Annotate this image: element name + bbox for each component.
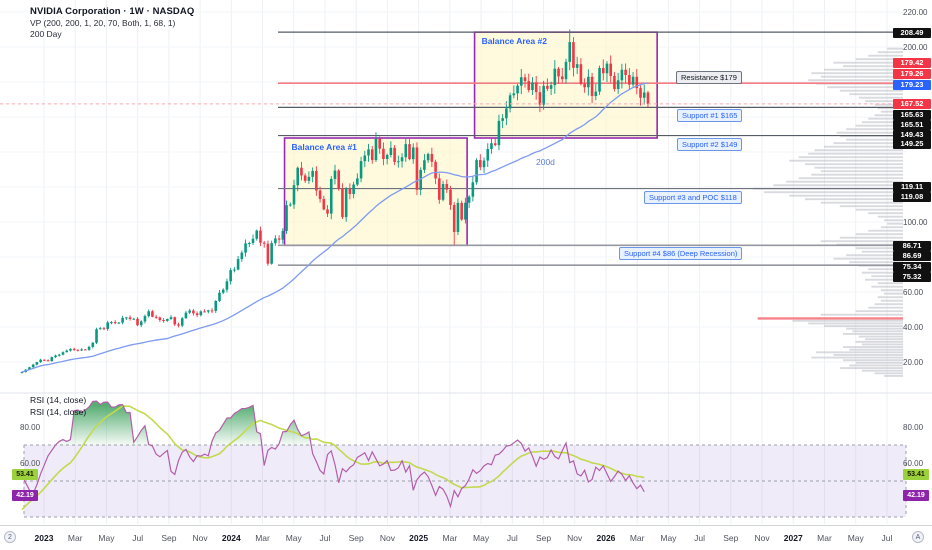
price-tick: 100.00 xyxy=(903,217,928,227)
price-badge: 75.34 xyxy=(893,262,931,272)
price-tick: 60.00 xyxy=(903,287,924,297)
price-badge: 149.43 xyxy=(893,130,931,140)
price-badge: 167.52 xyxy=(893,99,931,109)
time-axis-label: Jul xyxy=(319,533,331,543)
time-axis-label: Mar xyxy=(817,533,832,543)
price-badge: 179.42 xyxy=(893,58,931,68)
time-axis-label: Nov xyxy=(192,533,208,543)
ma-200d-line xyxy=(21,82,649,373)
time-axis-label: 2027 xyxy=(783,533,803,543)
time-axis-label: Jul xyxy=(132,533,144,543)
price-badge: 165.51 xyxy=(893,120,931,130)
rsi-badge-left: 53.41 xyxy=(12,469,38,481)
rsi-indicator-label-1[interactable]: RSI (14, close) xyxy=(30,395,87,405)
price-badge: 165.63 xyxy=(893,110,931,120)
balance-area-1-label[interactable]: Balance Area #1 xyxy=(291,142,357,152)
time-axis-label: Jul xyxy=(694,533,706,543)
time-axis-left-marker[interactable]: 2 xyxy=(4,531,16,543)
time-axis-label: Nov xyxy=(379,533,395,543)
time-axis-label: Mar xyxy=(255,533,270,543)
balance-boxes-layer xyxy=(283,31,658,247)
rsi-tick-right: 60.00 xyxy=(903,458,924,468)
rsi-badge-right: 53.41 xyxy=(903,469,929,481)
support-3-label[interactable]: Support #3 and POC $118 xyxy=(644,190,742,204)
price-badge: 75.32 xyxy=(893,272,931,282)
rsi-tick-left: 60.00 xyxy=(20,458,41,468)
price-badge: 208.49 xyxy=(893,28,931,38)
time-axis-label: Sep xyxy=(723,533,739,543)
support-2-label[interactable]: Support #2 $149 xyxy=(677,137,743,151)
time-axis-label: 2026 xyxy=(596,533,616,543)
time-axis-label: Jul xyxy=(506,533,518,543)
time-axis-label: Sep xyxy=(348,533,364,543)
time-axis-right-marker[interactable]: A xyxy=(912,531,924,543)
rsi-badge-right: 42.19 xyxy=(903,489,929,501)
chart-legend: NVIDIA Corporation · 1W · NASDAQ VP (200… xyxy=(30,6,194,39)
rsi-ma-line xyxy=(21,405,645,511)
rsi-tick-right: 80.00 xyxy=(903,422,924,432)
price-badge: 179.23 xyxy=(893,80,931,90)
balance-area-2-label[interactable]: Balance Area #2 xyxy=(481,36,547,47)
price-badge: 119.08 xyxy=(893,192,931,202)
rsi-badge-left: 42.19 xyxy=(12,489,38,501)
time-axis-label: Nov xyxy=(567,533,583,543)
time-axis-label: Mar xyxy=(67,533,83,543)
time-axis-label: May xyxy=(847,533,864,543)
price-tick: 220.00 xyxy=(903,7,928,17)
rsi-line xyxy=(21,400,645,509)
rsi-indicator-label-2[interactable]: RSI (14, close) xyxy=(30,407,87,417)
time-axis-label: May xyxy=(660,533,677,543)
support-4-label[interactable]: Support #4 $86 (Deep Recession) xyxy=(619,247,743,261)
time-axis-label: 2023 xyxy=(34,533,54,543)
price-badge: 149.25 xyxy=(893,139,931,149)
time-axis-label: Sep xyxy=(535,533,552,543)
grid-layer xyxy=(0,0,906,524)
time-axis-label: May xyxy=(98,533,115,543)
price-badge: 86.71 xyxy=(893,241,931,251)
time-axis-label: May xyxy=(285,533,302,543)
volume-profile-layer xyxy=(752,47,903,377)
symbol-title[interactable]: NVIDIA Corporation · 1W · NASDAQ xyxy=(30,6,195,17)
resistance-label[interactable]: Resistance $179 xyxy=(676,71,742,85)
time-axis-label: Nov xyxy=(754,533,770,543)
time-axis-label: Mar xyxy=(442,533,458,543)
time-axis-label: Jul xyxy=(881,533,893,543)
volume-profile-indicator-label[interactable]: VP (200, 200, 1, 20, 70, Both, 1, 68, 1) xyxy=(30,18,176,28)
rsi-pane-layer xyxy=(21,400,907,518)
price-tick: 200.00 xyxy=(903,42,928,52)
price-badge: 119.11 xyxy=(893,182,931,192)
time-axis-label: May xyxy=(473,533,490,543)
price-badge: 86.69 xyxy=(893,251,931,261)
rsi-overbought-fill xyxy=(22,401,645,507)
time-axis-label: 2025 xyxy=(409,533,429,543)
price-badge: 179.26 xyxy=(893,69,931,79)
price-tick: 40.00 xyxy=(903,322,924,332)
time-axis-label: Mar xyxy=(629,533,645,543)
ma-200d-tag[interactable]: 200d xyxy=(536,157,555,167)
candles-layer xyxy=(20,29,650,374)
ma-indicator-label[interactable]: 200 Day xyxy=(30,29,62,39)
support-1-label[interactable]: Support #1 $165 xyxy=(677,109,743,123)
time-axis[interactable]: 2 A 2023 Mar May Jul Sep Nov 2024 Mar May Jul Sep N… xyxy=(0,525,932,550)
time-axis-label: Sep xyxy=(161,533,177,543)
rsi-tick-left: 80.00 xyxy=(20,422,41,432)
price-tick: 20.00 xyxy=(903,357,924,367)
rsi-legend: RSI (14, close) RSI (14, close) xyxy=(30,395,86,419)
time-axis-label: 2024 xyxy=(221,533,241,543)
